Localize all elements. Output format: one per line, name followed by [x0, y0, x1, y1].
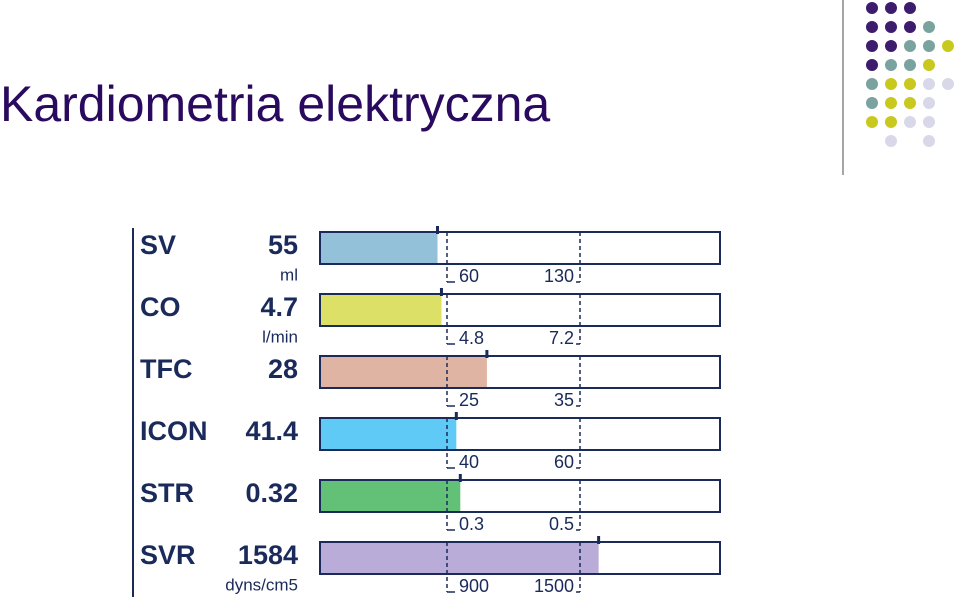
param-value: 4.7	[260, 292, 298, 322]
param-unit: ml	[280, 265, 298, 284]
value-bar	[321, 481, 461, 511]
low-limit-label: 40	[459, 452, 479, 472]
param-name: TFC	[140, 354, 192, 384]
low-limit-label: 0.3	[459, 514, 484, 534]
dot-grid	[866, 2, 954, 147]
low-limit-label: 4.8	[459, 328, 484, 348]
high-limit-label: 35	[554, 390, 574, 410]
value-bar	[321, 543, 599, 573]
slide-title: Kardiometria elektryczna	[0, 76, 550, 132]
high-limit-label: 60	[554, 452, 574, 472]
param-value: 41.4	[245, 416, 298, 446]
high-limit-label: 1500	[534, 576, 574, 596]
param-name: ICON	[140, 416, 208, 446]
monitor-panel: SV 55 ml 60 130 CO 4.7 l/min 4.8 7.2 TFC 28 25 35 ICON…	[140, 226, 721, 596]
param-name: SV	[140, 230, 176, 260]
param-value: 55	[268, 230, 298, 260]
value-bar	[321, 295, 442, 325]
value-bar	[321, 419, 457, 449]
param-unit: l/min	[262, 327, 298, 346]
low-limit-label: 25	[459, 390, 479, 410]
high-limit-label: 130	[544, 266, 574, 286]
param-value: 1584	[238, 540, 298, 570]
low-limit-label: 900	[459, 576, 489, 596]
param-unit: dyns/cm5	[225, 575, 298, 594]
high-limit-label: 7.2	[549, 328, 574, 348]
value-bar	[321, 357, 487, 387]
param-name: SVR	[140, 540, 196, 570]
param-value: 0.32	[245, 478, 298, 508]
param-name: STR	[140, 478, 194, 508]
param-name: CO	[140, 292, 181, 322]
high-limit-label: 0.5	[549, 514, 574, 534]
value-bar	[321, 233, 438, 263]
low-limit-label: 60	[459, 266, 479, 286]
param-value: 28	[268, 354, 298, 384]
